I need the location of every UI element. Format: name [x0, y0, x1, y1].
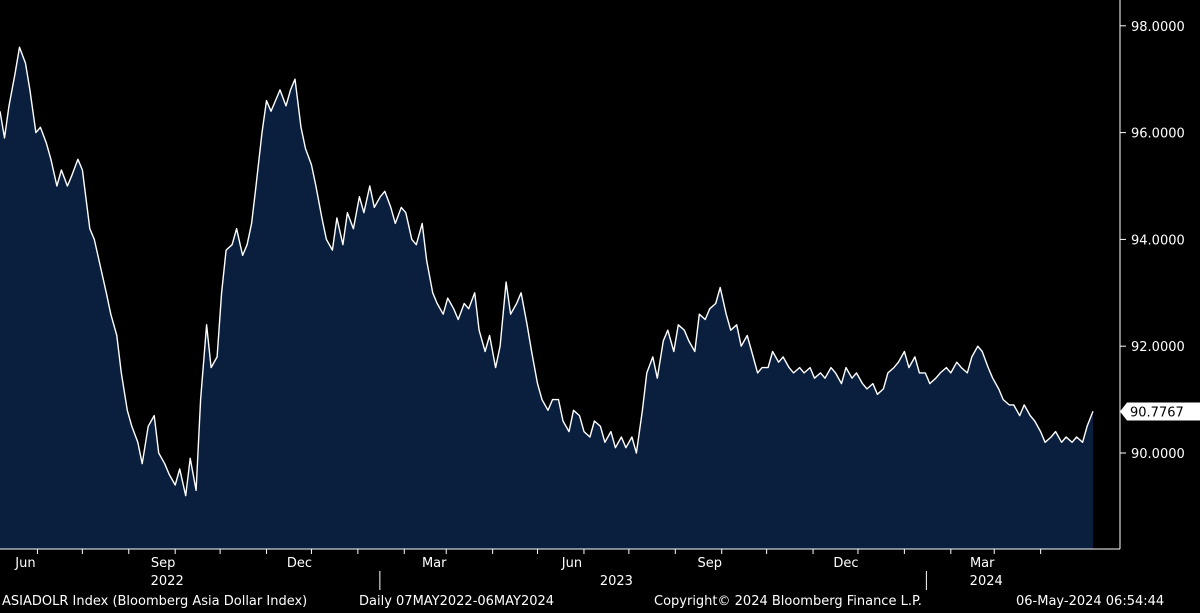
- y-tick-label: 96.0000: [1131, 127, 1185, 142]
- footer-timestamp: 06-May-2024 06:54:44: [1016, 594, 1165, 609]
- footer-copyright: Copyright© 2024 Bloomberg Finance L.P.: [654, 594, 922, 609]
- year-label: 2023: [600, 574, 633, 589]
- x-tick-label: Dec: [833, 556, 858, 571]
- price-series: [0, 46, 1094, 549]
- last-value-label: 90.7767: [1130, 406, 1184, 421]
- x-tick-label: Jun: [561, 556, 582, 571]
- year-label: 2024: [970, 574, 1003, 589]
- y-tick-label: 98.0000: [1131, 20, 1185, 35]
- x-axis: Jun Sep Dec Mar Jun Sep Dec Mar 2022 2023 2024: [14, 549, 1042, 590]
- last-value-marker: 90.7767: [1120, 402, 1200, 421]
- y-tick-label: 90.0000: [1131, 447, 1185, 462]
- footer-date-range: Daily 07MAY2022-06MAY2024: [359, 594, 555, 609]
- x-tick-label: Mar: [970, 556, 995, 571]
- y-axis: 90.0000 92.0000 94.0000 96.0000 98.0000: [1120, 20, 1185, 462]
- x-tick-label: Dec: [287, 556, 312, 571]
- x-tick-label: Mar: [422, 556, 447, 571]
- y-tick-label: 92.0000: [1131, 340, 1185, 355]
- year-label: 2022: [151, 574, 184, 589]
- x-tick-label: Sep: [697, 556, 722, 571]
- x-tick-label: Sep: [151, 556, 176, 571]
- series-area-fill: [0, 47, 1093, 549]
- x-tick-label: Jun: [14, 556, 35, 571]
- last-value-box: [1120, 402, 1200, 421]
- y-tick-label: 94.0000: [1131, 233, 1185, 248]
- series-line: [0, 46, 1094, 497]
- footer-index-name: ASIADOLR Index (Bloomberg Asia Dollar In…: [2, 594, 308, 609]
